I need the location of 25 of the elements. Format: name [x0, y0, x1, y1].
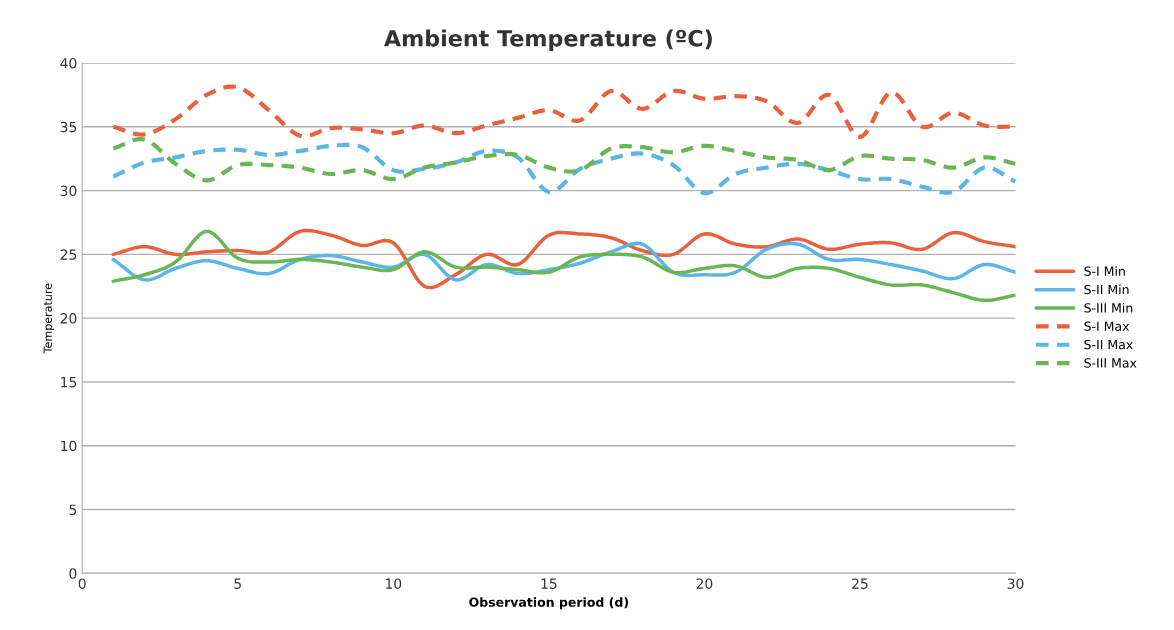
x-tick-label: 15 [541, 578, 557, 589]
legend-label: S-I Max [1084, 321, 1130, 331]
y-tick-label: 15 [61, 377, 77, 388]
y-tick-label: 10 [61, 440, 77, 452]
y-tick-label: 20 [60, 313, 77, 324]
y-tick-label: 5 [69, 504, 77, 515]
x-tick-label: 10 [385, 578, 402, 589]
legend-label: S-II Min [1084, 284, 1129, 295]
chart-title: Ambient Temperature (ºC) [384, 29, 712, 51]
legend-label: S-II Max [1084, 339, 1133, 350]
x-tick-label: 25 [852, 578, 868, 589]
y-tick-label: 40 [60, 57, 77, 69]
y-tick-label: 30 [60, 185, 77, 197]
x-tick-label: 20 [696, 578, 713, 589]
y-tick-label: 35 [60, 121, 77, 133]
legend-label: S-I Min [1084, 266, 1125, 276]
x-tick-label: 30 [1007, 578, 1024, 589]
x-axis-title: Observation period (d) [469, 597, 629, 610]
y-tick-label: 25 [60, 249, 77, 260]
y-tick-label: 0 [69, 568, 77, 579]
x-tick-label: 5 [234, 578, 241, 589]
legend-label: S-III Max [1084, 358, 1137, 368]
y-axis-title: Temperature [43, 283, 55, 354]
legend-label: S-III Min [1084, 302, 1133, 313]
x-tick-label: 0 [78, 578, 86, 589]
